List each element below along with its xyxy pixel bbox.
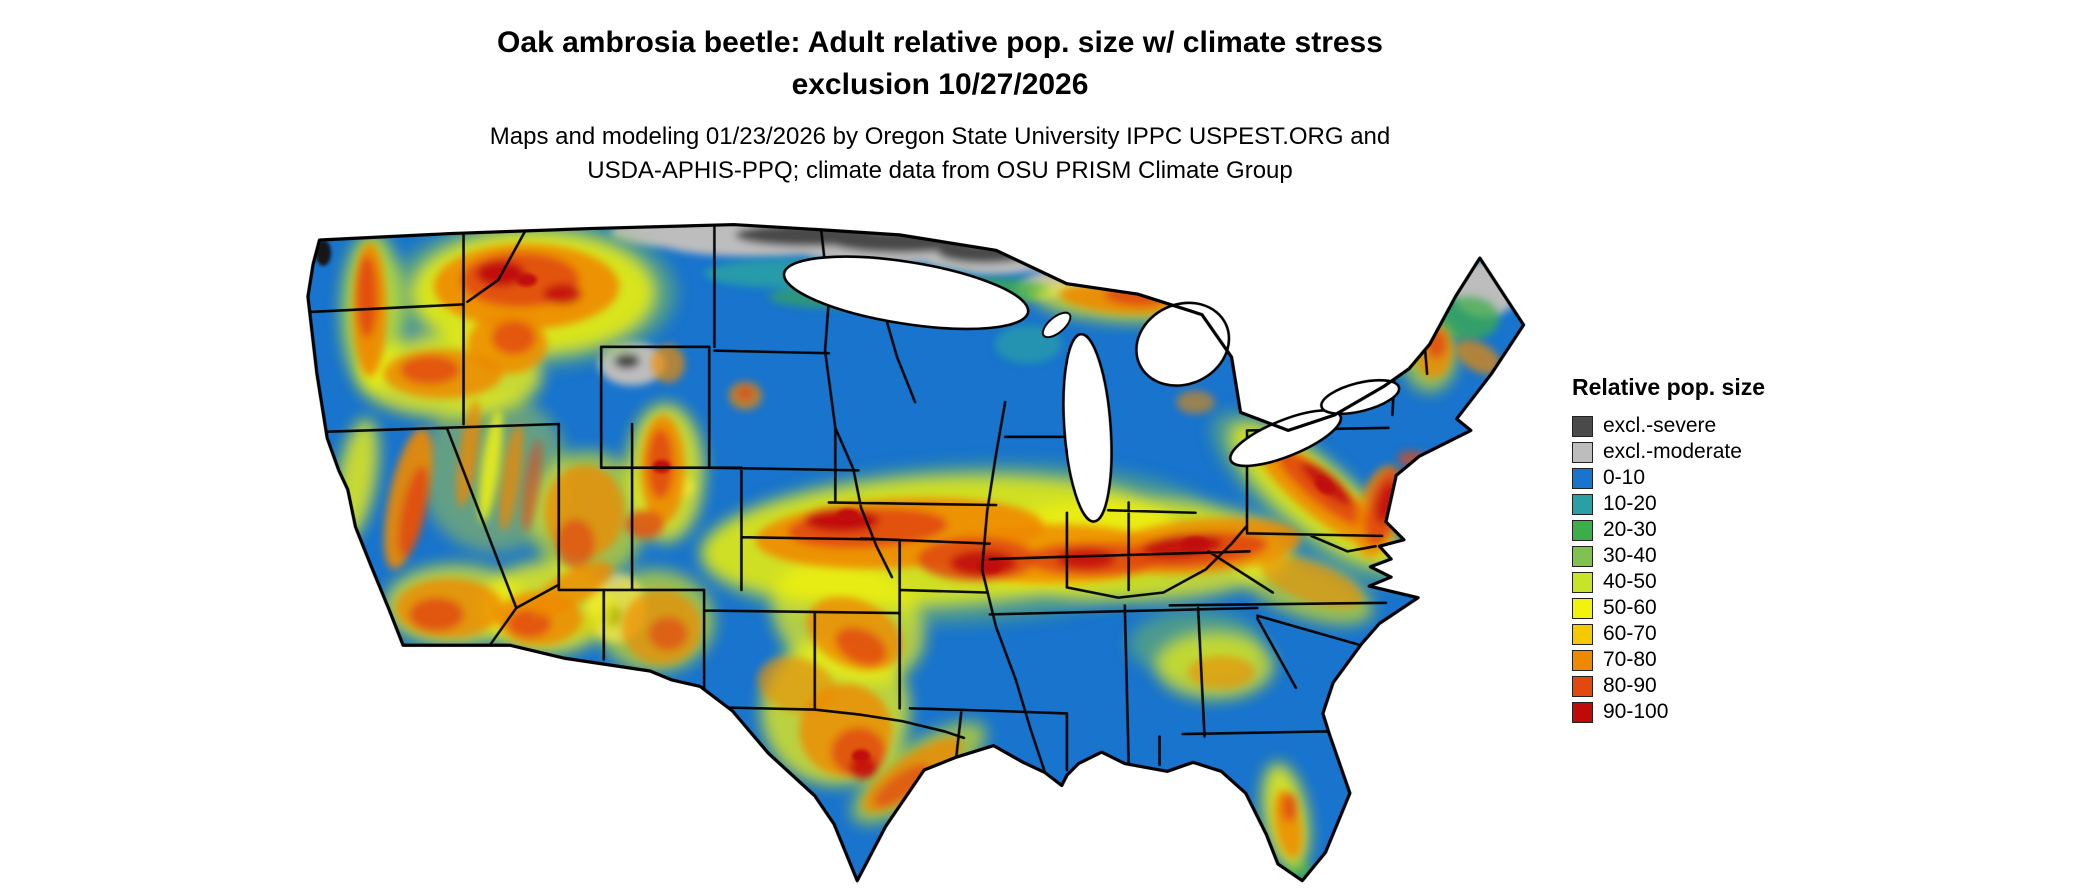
legend-item: 40-50 bbox=[1572, 569, 1765, 595]
legend-swatch-excl-moderate bbox=[1572, 441, 1593, 463]
legend-label: 60-70 bbox=[1603, 622, 1657, 645]
legend-item: excl.-severe bbox=[1572, 413, 1765, 439]
legend-swatch-20-30 bbox=[1572, 519, 1593, 541]
legend-item: 50-60 bbox=[1572, 595, 1765, 621]
legend-item: 30-40 bbox=[1572, 543, 1765, 569]
legend: Relative pop. size excl.-severe excl.-mo… bbox=[1572, 374, 1765, 725]
legend-swatch-40-50 bbox=[1572, 571, 1593, 593]
legend-label: 50-60 bbox=[1603, 596, 1657, 619]
figure-title: Oak ambrosia beetle: Adult relative pop.… bbox=[240, 22, 1640, 106]
legend-swatch-30-40 bbox=[1572, 545, 1593, 567]
legend-item: 70-80 bbox=[1572, 647, 1765, 673]
title-line-1: Oak ambrosia beetle: Adult relative pop.… bbox=[497, 26, 1383, 59]
heatmap-speckles bbox=[315, 240, 1334, 763]
legend-item: excl.-moderate bbox=[1572, 439, 1765, 465]
legend-item: 0-10 bbox=[1572, 465, 1765, 491]
legend-label: 70-80 bbox=[1603, 648, 1657, 671]
great-lakes bbox=[782, 255, 1401, 523]
legend-swatch-80-90 bbox=[1572, 675, 1593, 697]
us-map-svg bbox=[306, 222, 1526, 883]
legend-item: 10-20 bbox=[1572, 491, 1765, 517]
legend-swatch-0-10 bbox=[1572, 467, 1593, 489]
legend-item: 90-100 bbox=[1572, 699, 1765, 725]
legend-label: 90-100 bbox=[1603, 700, 1669, 723]
legend-label: 10-20 bbox=[1603, 492, 1657, 515]
state-borders bbox=[307, 225, 1429, 774]
legend-label: 80-90 bbox=[1603, 674, 1657, 697]
legend-item: 60-70 bbox=[1572, 621, 1765, 647]
legend-label: 20-30 bbox=[1603, 518, 1657, 541]
legend-swatch-50-60 bbox=[1572, 597, 1593, 619]
title-line-2: exclusion 10/27/2026 bbox=[791, 68, 1089, 101]
subtitle-line-2: USDA-APHIS-PPQ; climate data from OSU PR… bbox=[587, 157, 1293, 184]
figure-subtitle: Maps and modeling 01/23/2026 by Oregon S… bbox=[240, 120, 1640, 188]
legend-swatch-10-20 bbox=[1572, 493, 1593, 515]
legend-title: Relative pop. size bbox=[1572, 374, 1766, 400]
legend-swatch-70-80 bbox=[1572, 649, 1593, 671]
legend-item: 80-90 bbox=[1572, 673, 1765, 699]
legend-swatch-90-100 bbox=[1572, 701, 1593, 723]
legend-label: excl.-severe bbox=[1603, 414, 1717, 437]
subtitle-line-1: Maps and modeling 01/23/2026 by Oregon S… bbox=[489, 123, 1391, 150]
legend-swatch-60-70 bbox=[1572, 623, 1593, 645]
legend-label: 30-40 bbox=[1603, 544, 1657, 567]
us-map bbox=[295, 222, 1530, 891]
legend-label: 0-10 bbox=[1603, 466, 1646, 489]
legend-swatch-excl-severe bbox=[1572, 415, 1593, 437]
legend-item: 20-30 bbox=[1572, 517, 1765, 543]
legend-label: 40-50 bbox=[1603, 570, 1657, 593]
legend-label: excl.-moderate bbox=[1603, 440, 1742, 463]
